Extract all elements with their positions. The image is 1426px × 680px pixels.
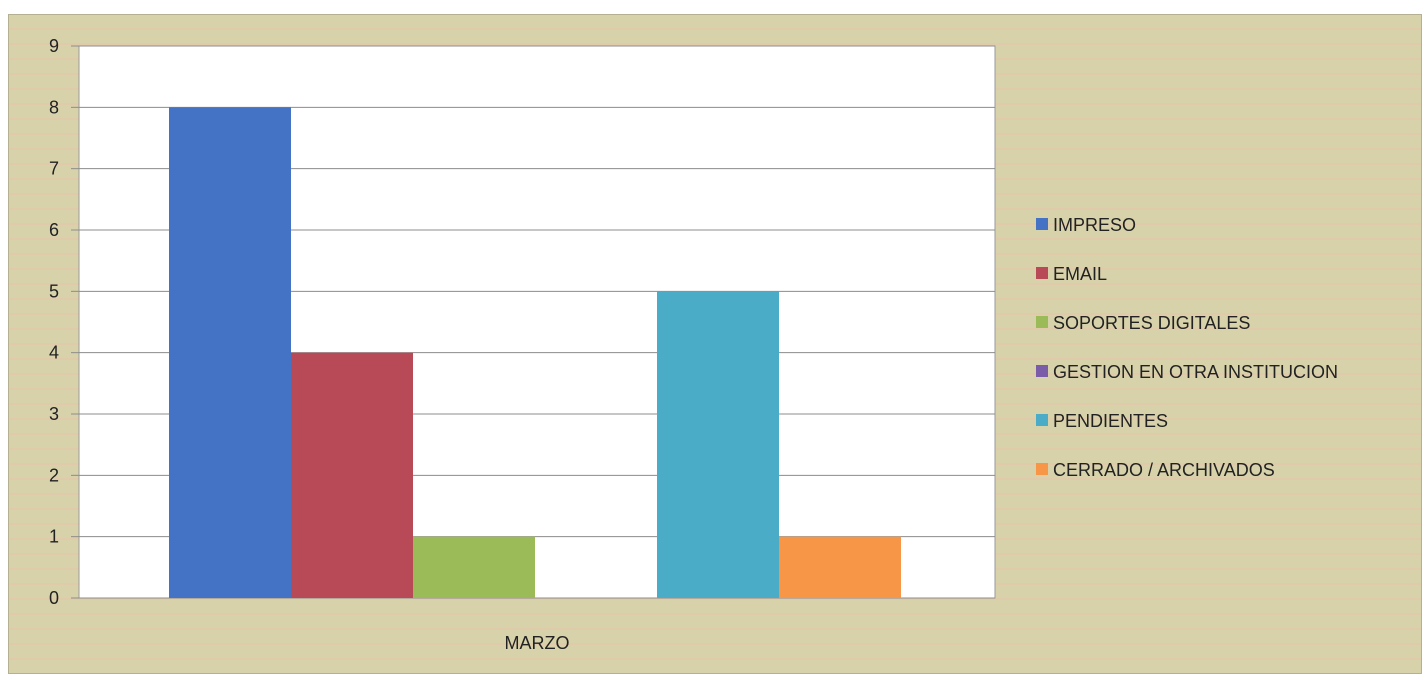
legend-label: GESTION EN OTRA INSTITUCION <box>1053 362 1338 382</box>
legend-swatch <box>1036 316 1048 328</box>
y-tick-label: 1 <box>49 527 59 547</box>
y-axis: 0 1 2 3 4 5 6 7 8 9 <box>49 36 59 608</box>
y-tick-label: 9 <box>49 36 59 56</box>
legend-label: IMPRESO <box>1053 215 1136 235</box>
x-category-label: MARZO <box>505 633 570 653</box>
bar-email <box>291 352 413 598</box>
legend-label: CERRADO / ARCHIVADOS <box>1053 460 1275 480</box>
legend-swatch <box>1036 267 1048 279</box>
y-tick-label: 8 <box>49 97 59 117</box>
bars <box>169 107 901 598</box>
y-tick-label: 7 <box>49 159 59 179</box>
y-tick-label: 5 <box>49 281 59 301</box>
x-axis: MARZO <box>505 633 570 653</box>
legend-label: PENDIENTES <box>1053 411 1168 431</box>
legend[interactable]: IMPRESO EMAIL SOPORTES DIGITALES GESTION EN… <box>1036 215 1338 480</box>
bar-soportes-digitales <box>413 536 535 598</box>
y-tick-label: 3 <box>49 404 59 424</box>
y-tick-label: 2 <box>49 465 59 485</box>
bar-impreso <box>169 107 291 598</box>
y-tick-label: 0 <box>49 588 59 608</box>
bar-chart: 0 1 2 3 4 5 6 7 8 9 MARZO IMPRESO EMAIL SOPORTES DI… <box>49 36 1338 653</box>
legend-swatch <box>1036 218 1048 230</box>
legend-swatch <box>1036 463 1048 475</box>
chart-frame: 0 1 2 3 4 5 6 7 8 9 MARZO IMPRESO EMAIL SOPORTES DI… <box>8 14 1422 674</box>
legend-label: EMAIL <box>1053 264 1107 284</box>
legend-swatch <box>1036 414 1048 426</box>
legend-label: SOPORTES DIGITALES <box>1053 313 1250 333</box>
bar-pendientes <box>657 291 779 598</box>
legend-swatch <box>1036 365 1048 377</box>
bar-cerrado-archivados <box>779 536 901 598</box>
y-tick-label: 4 <box>49 343 59 363</box>
y-tick-label: 6 <box>49 220 59 240</box>
